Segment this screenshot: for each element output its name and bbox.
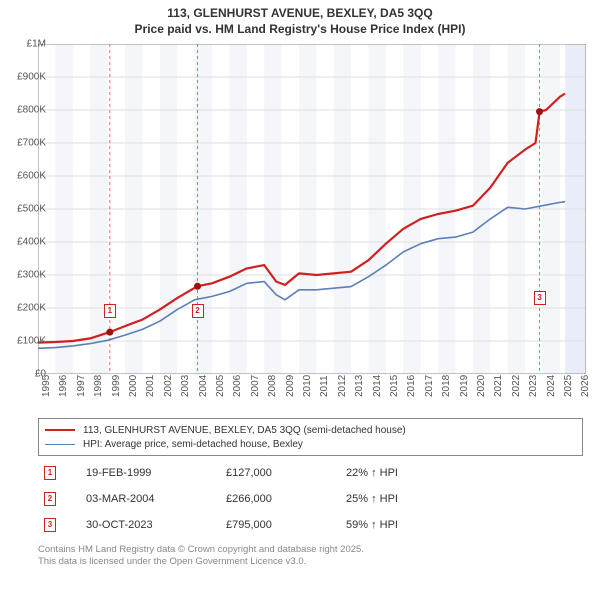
- sale-delta: 25% ↑ HPI: [346, 493, 466, 505]
- sale-marker-1: 1: [104, 304, 116, 318]
- x-axis-label: 2014: [372, 367, 383, 397]
- sale-delta: 59% ↑ HPI: [346, 519, 466, 531]
- x-axis-label: 2018: [441, 367, 452, 397]
- chart-container: 113, GLENHURST AVENUE, BEXLEY, DA5 3QQ P…: [0, 0, 600, 590]
- x-axis-label: 2004: [198, 367, 209, 397]
- x-axis-label: 2000: [128, 367, 139, 397]
- sale-row-marker: 2: [44, 492, 56, 506]
- legend-swatch: [45, 444, 75, 445]
- y-axis-label: £500K: [6, 204, 46, 215]
- sale-price: £127,000: [226, 467, 346, 479]
- sale-row: 1 19-FEB-1999£127,00022% ↑ HPI: [38, 460, 583, 486]
- chart-area: [38, 44, 586, 374]
- x-axis-label: 2023: [528, 367, 539, 397]
- sale-date: 03-MAR-2004: [86, 493, 226, 505]
- x-axis-label: 2022: [511, 367, 522, 397]
- x-axis-label: 2006: [232, 367, 243, 397]
- x-axis-label: 2008: [267, 367, 278, 397]
- legend-item: HPI: Average price, semi-detached house,…: [45, 437, 576, 451]
- y-axis-label: £900K: [6, 72, 46, 83]
- chart-title: 113, GLENHURST AVENUE, BEXLEY, DA5 3QQ P…: [0, 0, 600, 37]
- y-axis-label: £0: [6, 369, 46, 380]
- x-axis-label: 2017: [424, 367, 435, 397]
- sales-table: 1 19-FEB-1999£127,00022% ↑ HPI 2 03-MAR-200…: [38, 460, 583, 538]
- y-axis-label: £200K: [6, 303, 46, 314]
- x-axis-label: 2007: [250, 367, 261, 397]
- x-axis-label: 1996: [58, 367, 69, 397]
- legend: 113, GLENHURST AVENUE, BEXLEY, DA5 3QQ (…: [38, 418, 583, 456]
- x-axis-label: 2020: [476, 367, 487, 397]
- sale-delta: 22% ↑ HPI: [346, 467, 466, 479]
- title-line-1: 113, GLENHURST AVENUE, BEXLEY, DA5 3QQ: [0, 6, 600, 22]
- x-axis-label: 2026: [580, 367, 591, 397]
- sale-date: 30-OCT-2023: [86, 519, 226, 531]
- footer-line-2: This data is licensed under the Open Gov…: [38, 556, 364, 568]
- sale-price: £266,000: [226, 493, 346, 505]
- x-axis-label: 2019: [459, 367, 470, 397]
- x-axis-label: 1999: [111, 367, 122, 397]
- footer-attribution: Contains HM Land Registry data © Crown c…: [38, 544, 364, 569]
- legend-label: 113, GLENHURST AVENUE, BEXLEY, DA5 3QQ (…: [83, 425, 406, 436]
- sale-price: £795,000: [226, 519, 346, 531]
- y-axis-label: £1M: [6, 39, 46, 50]
- line-chart: [38, 44, 586, 374]
- x-axis-label: 2012: [337, 367, 348, 397]
- x-axis-label: 2002: [163, 367, 174, 397]
- footer-line-1: Contains HM Land Registry data © Crown c…: [38, 544, 364, 556]
- sale-row: 2 03-MAR-2004£266,00025% ↑ HPI: [38, 486, 583, 512]
- x-axis-label: 1998: [93, 367, 104, 397]
- y-axis-label: £600K: [6, 171, 46, 182]
- x-axis-label: 2021: [493, 367, 504, 397]
- x-axis-label: 2024: [546, 367, 557, 397]
- sale-row-marker: 3: [44, 518, 56, 532]
- x-axis-label: 2016: [406, 367, 417, 397]
- x-axis-label: 2001: [145, 367, 156, 397]
- sale-row: 3 30-OCT-2023£795,00059% ↑ HPI: [38, 512, 583, 538]
- x-axis-label: 2015: [389, 367, 400, 397]
- legend-swatch: [45, 429, 75, 431]
- sale-marker-3: 3: [534, 291, 546, 305]
- legend-item: 113, GLENHURST AVENUE, BEXLEY, DA5 3QQ (…: [45, 423, 576, 437]
- x-axis-label: 2010: [302, 367, 313, 397]
- sale-marker-2: 2: [192, 304, 204, 318]
- title-line-2: Price paid vs. HM Land Registry's House …: [0, 22, 600, 38]
- x-axis-label: 2005: [215, 367, 226, 397]
- y-axis-label: £700K: [6, 138, 46, 149]
- sale-date: 19-FEB-1999: [86, 467, 226, 479]
- legend-label: HPI: Average price, semi-detached house,…: [83, 439, 303, 450]
- y-axis-label: £400K: [6, 237, 46, 248]
- x-axis-label: 2003: [180, 367, 191, 397]
- x-axis-label: 2009: [285, 367, 296, 397]
- x-axis-label: 2011: [319, 367, 330, 397]
- sale-row-marker: 1: [44, 466, 56, 480]
- x-axis-label: 2013: [354, 367, 365, 397]
- x-axis-label: 1997: [76, 367, 87, 397]
- y-axis-label: £100K: [6, 336, 46, 347]
- y-axis-label: £800K: [6, 105, 46, 116]
- x-axis-label: 2025: [563, 367, 574, 397]
- y-axis-label: £300K: [6, 270, 46, 281]
- x-axis-label: 1995: [41, 367, 52, 397]
